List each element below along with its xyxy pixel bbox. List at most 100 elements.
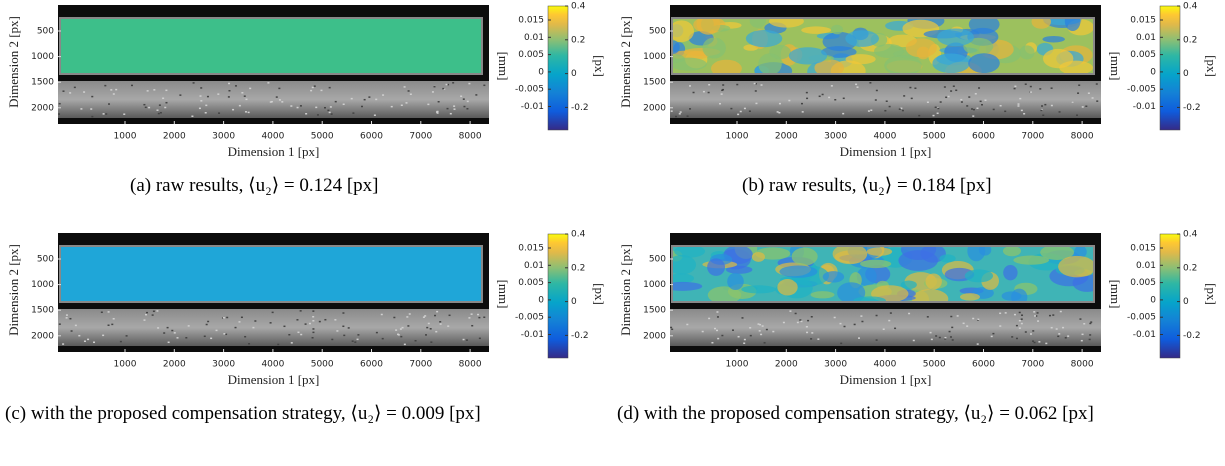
y-tick-label: 1500 [643,306,666,316]
speckle [158,104,161,106]
y-tick-label: 1000 [643,280,666,290]
field-blob [673,40,680,54]
speckle [1087,92,1090,94]
speckle [315,106,318,109]
speckle [320,89,323,92]
speckle [1095,83,1098,85]
speckle [739,110,742,113]
speckle [1055,328,1058,330]
field-blob [749,19,766,28]
speckle [1036,312,1039,314]
speckle [327,109,330,112]
speckle [978,87,981,89]
speckle [363,98,366,101]
colorbar-right-tick-label: 0.4 [1183,230,1198,240]
speckle [331,338,334,341]
speckle [446,107,449,110]
speckle [1024,331,1027,333]
speckle [203,335,206,338]
field-blob [905,38,937,58]
colorbar-left-tick-label: 0.01 [1136,261,1156,271]
colorbar-right-tick-label: 0.2 [571,263,585,273]
speckle [688,85,691,87]
speckle [429,328,432,330]
speckle [678,113,681,115]
speckle [278,99,281,101]
speckle [400,335,403,338]
speckle [312,310,315,312]
speckle [342,103,345,106]
speckle [885,100,888,102]
speckle [205,104,208,107]
speckle [105,113,108,115]
x-tick-label: 4000 [261,360,284,370]
field-blob [801,26,832,34]
speckle [453,108,456,110]
speckle [151,314,154,316]
speckle [1081,106,1084,108]
x-tick-label: 7000 [1021,360,1044,370]
speckle [225,333,228,336]
speckle [1077,92,1080,94]
field-blob [727,272,744,291]
colorbar-left-label: [mm] [1108,280,1123,309]
speckle [360,105,363,108]
speckle [373,114,376,116]
speckle [179,94,182,96]
speckle [760,333,763,336]
speckle [62,90,65,92]
speckle [130,84,133,87]
speckle [347,327,350,329]
colorbar-left-tick-label: 0.01 [524,261,544,271]
speckle [984,99,987,101]
speckle [283,325,286,328]
field-blob [673,281,703,291]
field-blob [884,55,922,73]
speckle [817,338,820,340]
speckle [1019,97,1022,100]
speckle [162,97,165,100]
speckle [999,325,1002,327]
colorbar-left-tick-label: 0 [1150,67,1156,77]
y-tick-label: 2000 [643,331,666,341]
x-tick-label: 6000 [972,360,995,370]
speckle [475,94,478,96]
speckle [1081,333,1084,336]
speckle [800,102,803,105]
speckle [1004,110,1007,113]
x-tick-label: 1000 [726,360,749,370]
speckle [249,87,252,90]
speckle [760,84,763,86]
y-tick-label: 1500 [643,78,666,88]
speckle [686,323,689,326]
speckle [1032,340,1035,342]
speckle [799,319,802,321]
field-blob [673,20,695,43]
speckle [395,329,398,331]
speckle [343,334,346,337]
speckle [934,106,937,109]
speckle [144,106,147,109]
speckle [1013,313,1016,316]
speckle [198,107,201,110]
speckle [741,317,744,319]
speckle [1058,333,1061,335]
speckle [171,329,174,332]
x-tick-label: 8000 [1071,132,1094,142]
speckle [215,329,218,332]
field-blob [925,273,942,290]
x-tick-label: 3000 [212,132,235,142]
speckle [399,328,402,330]
speckle [442,87,445,90]
speckle [999,312,1002,315]
y-tick-label: 1500 [31,306,54,316]
speckle [210,337,213,340]
speckle [830,85,833,87]
speckle [1024,83,1027,85]
speckle [324,106,327,109]
speckle [679,111,682,113]
field-blob [822,271,845,283]
speckle [772,330,775,333]
speckle [731,329,734,331]
field-blob [860,259,892,269]
